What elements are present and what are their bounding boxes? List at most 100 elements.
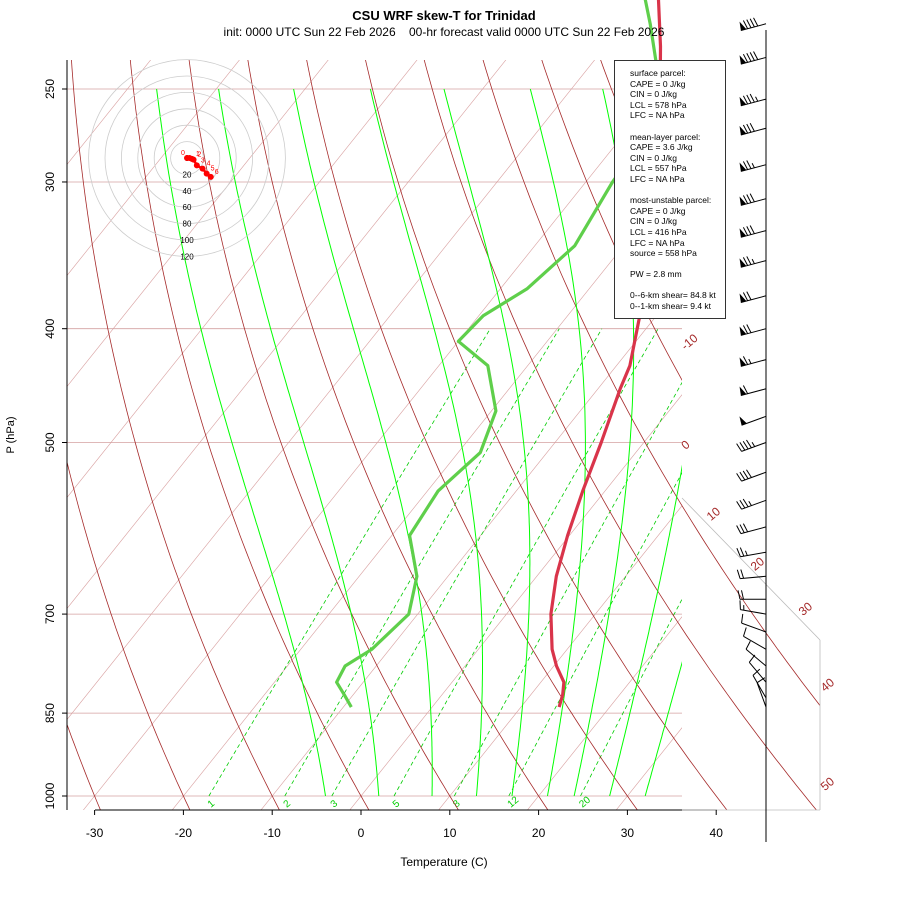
dry-adiabat-line bbox=[360, 60, 820, 810]
isotherm-line bbox=[67, 60, 151, 165]
wind-barb-flag bbox=[742, 257, 749, 266]
precipitable-water: PW = 2.8 mm bbox=[630, 269, 682, 280]
wind-barb-pennant bbox=[739, 293, 747, 303]
wind-barb-flag bbox=[737, 590, 741, 600]
wind-barb-pennant bbox=[739, 258, 747, 268]
isotherm-label: 30 bbox=[796, 599, 815, 619]
wind-barb bbox=[739, 415, 767, 426]
hodograph-ring-label: 80 bbox=[183, 220, 192, 229]
ml-lcl: LCL = 557 hPa bbox=[630, 163, 687, 174]
wind-barb-flag bbox=[746, 53, 752, 62]
wind-barb bbox=[739, 17, 767, 32]
wind-barb-flag bbox=[742, 440, 749, 450]
wind-barb-pennant bbox=[739, 196, 747, 206]
wind-barb-flag bbox=[746, 160, 752, 169]
wind-barb-shaft bbox=[740, 551, 767, 558]
y-axis-label: P (hPa) bbox=[5, 416, 17, 453]
mixing-ratio-label: 5 bbox=[391, 798, 403, 810]
wind-barb bbox=[739, 93, 767, 107]
dry-adiabat-line bbox=[67, 60, 106, 810]
wind-barb bbox=[736, 439, 767, 452]
isotherm-line bbox=[696, 0, 900, 821]
isotherm-lines bbox=[0, 0, 900, 821]
wind-barb-flag bbox=[742, 498, 749, 508]
mixing-ratio-line bbox=[208, 328, 491, 797]
dry-adiabat-line bbox=[314, 60, 736, 810]
hodograph-height-label: 6 bbox=[215, 169, 219, 176]
hodograph-ring-label: 120 bbox=[180, 252, 194, 261]
wind-barb-flag bbox=[742, 292, 749, 301]
mixing-ratio-line bbox=[580, 598, 682, 797]
wind-barb bbox=[736, 469, 767, 482]
isotherm-label: 20 bbox=[748, 554, 767, 574]
mixing-ratio-line bbox=[331, 328, 603, 797]
wind-barb-pennant bbox=[739, 126, 747, 135]
wind-barb-flag bbox=[742, 523, 749, 533]
wind-barb-shaft bbox=[740, 526, 767, 535]
isotherm-line bbox=[171, 172, 682, 810]
wind-barb-shaft bbox=[740, 575, 767, 580]
wind-barb bbox=[752, 668, 767, 699]
moist-adiabat-lines bbox=[156, 88, 682, 797]
y-tick-label: 700 bbox=[43, 604, 57, 624]
dry-adiabat-line bbox=[67, 60, 196, 810]
wind-barb bbox=[743, 627, 767, 650]
dry-adiabat-lines bbox=[67, 0, 900, 821]
wind-barb-flag bbox=[739, 547, 745, 557]
wind-barb-flag bbox=[749, 18, 755, 28]
wind-barbs bbox=[736, 17, 767, 842]
hodograph-ring bbox=[170, 141, 204, 175]
wind-barb-flag bbox=[746, 226, 752, 235]
x-tick-label: 30 bbox=[621, 826, 635, 840]
wind-barb-flag bbox=[739, 499, 746, 509]
mixing-ratio-line bbox=[284, 328, 560, 797]
wind-barb bbox=[739, 600, 767, 615]
chart-subtitle: init: 0000 UTC Sun 22 Feb 2026 00-hr for… bbox=[224, 25, 665, 39]
surface-cin: CIN = 0 J/kg bbox=[630, 89, 678, 100]
wind-barb bbox=[739, 385, 767, 396]
wind-barb bbox=[739, 193, 767, 206]
wind-barb bbox=[739, 291, 767, 303]
isotherm-line bbox=[0, 0, 324, 821]
wind-barb-half-flag bbox=[748, 500, 752, 506]
wind-barb bbox=[736, 523, 767, 535]
wind-barb-flag bbox=[736, 501, 742, 510]
wind-barb-flag bbox=[746, 256, 752, 265]
mixing-ratio-lines: 1 2 3 5 8 12 20 bbox=[206, 328, 682, 810]
parcel-info-box: surface parcel: CAPE = 0 J/kg CIN = 0 J/… bbox=[614, 60, 726, 319]
wind-barb bbox=[739, 356, 767, 367]
moist-adiabat-line bbox=[443, 88, 531, 797]
wind-barb-pennant bbox=[739, 162, 747, 172]
wind-barb-flag bbox=[743, 627, 747, 637]
wind-barb bbox=[739, 256, 767, 268]
x-tick-label: -30 bbox=[86, 826, 104, 840]
x-tick-label: 20 bbox=[532, 826, 546, 840]
x-tick-label: 10 bbox=[443, 826, 457, 840]
wind-barb-shaft bbox=[756, 682, 767, 708]
wind-barb-shaft bbox=[741, 442, 767, 452]
y-tick-label: 500 bbox=[43, 432, 57, 452]
wind-barb-shaft bbox=[741, 499, 767, 510]
isotherm-label: 40 bbox=[818, 675, 837, 695]
wind-barb-flag bbox=[742, 470, 749, 479]
hodograph-height-label: 4 bbox=[207, 161, 211, 168]
dry-adiabat-line bbox=[821, 0, 900, 821]
wind-barb bbox=[736, 498, 767, 510]
wind-barb-flag bbox=[736, 525, 742, 534]
isotherm-line bbox=[67, 60, 329, 387]
wind-barb-flag bbox=[739, 471, 746, 481]
isotherm-line bbox=[67, 60, 507, 609]
wind-barb-flag bbox=[746, 291, 752, 301]
dry-adiabat-line bbox=[268, 60, 646, 810]
wind-barb-flag bbox=[752, 668, 761, 676]
wind-barb-flag bbox=[742, 53, 749, 63]
wind-barb-flag bbox=[742, 325, 749, 334]
wind-barb-shaft bbox=[740, 609, 767, 615]
isotherm-label: 10 bbox=[704, 504, 723, 524]
ml-cape: CAPE = 3.6 J/kg bbox=[630, 142, 693, 153]
plot-border-diag bbox=[681, 497, 821, 641]
wind-barb bbox=[745, 640, 767, 667]
wind-barb-half-flag bbox=[748, 358, 752, 364]
wind-barb-pennant bbox=[739, 55, 747, 65]
isotherm-line bbox=[67, 60, 595, 720]
